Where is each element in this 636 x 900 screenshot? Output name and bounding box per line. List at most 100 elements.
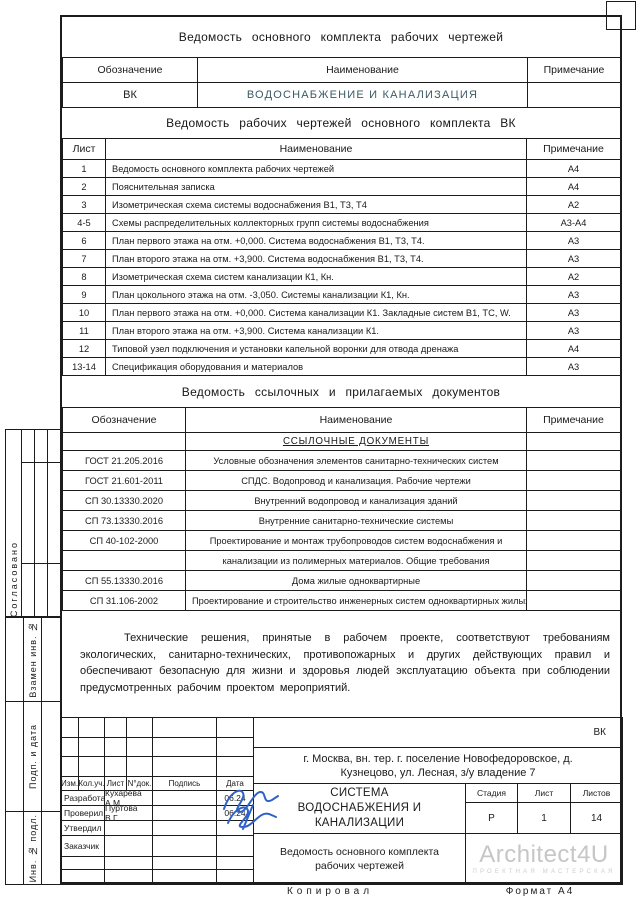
cell-note: А4 xyxy=(526,159,621,178)
stamp-cell-empty xyxy=(60,856,105,870)
stamp-stage-label: Стадия xyxy=(465,783,518,803)
cell-name: Типовой узел подключения и установки кап… xyxy=(105,339,527,358)
cell-sheet: 13-14 xyxy=(62,357,106,376)
stamp-name-proveril: Пуртова В.Г. xyxy=(104,805,153,821)
stamp-revision-cell xyxy=(104,756,127,777)
col-designation: Обозначение xyxy=(62,57,198,83)
stamp-date-razrabotal: 06.24 xyxy=(216,790,254,806)
stamp-date-proveril: 06.24 xyxy=(216,805,254,821)
soglasovano-block: Согласовано xyxy=(5,429,22,618)
cell-sheet: 9 xyxy=(62,285,106,304)
stamp-set-code: ВК xyxy=(253,717,623,748)
kopiroval-label: Копировал xyxy=(286,886,374,897)
cell-note xyxy=(526,450,621,471)
soglasovano-label: Согласовано xyxy=(8,540,19,617)
soglasovano-divider xyxy=(21,563,61,564)
table-row: 10 План первого этажа на отм. +0,000. Сис… xyxy=(62,303,621,322)
drawings-list-title: Ведомость рабочих чертежей основного ком… xyxy=(166,116,516,130)
stamp-role-zakazchik: Заказчик xyxy=(60,835,105,857)
stamp-revision-cell xyxy=(152,756,217,777)
cell-name: Схемы распределительных коллекторных гру… xyxy=(105,213,527,232)
stamp-revision-cell xyxy=(216,737,254,757)
stamp-cell-empty xyxy=(216,856,254,870)
stamp-revision-cell xyxy=(104,717,127,738)
format-label: Формат А4 xyxy=(505,886,575,897)
ref-subheader: ССЫЛОЧНЫЕ ДОКУМЕНТЫ xyxy=(282,436,430,447)
cell-note: А4 xyxy=(526,339,621,358)
table-row: СП 30.13330.2020 Внутренний водопровод и … xyxy=(62,490,621,511)
vzamen-label-cell: Взамен инв. № xyxy=(23,616,42,702)
soglasovano-grid-col xyxy=(47,429,61,618)
cell-name: План второго этажа на отм. +3,900. Систе… xyxy=(105,249,527,268)
cell-name: Условные обозначения элементов санитарно… xyxy=(185,450,527,471)
stamp-revision-cell xyxy=(126,737,153,757)
stamp-col-podpis: Подпись xyxy=(152,776,217,791)
stamp-revision-cell xyxy=(126,756,153,777)
cell-name: Изометрическая схема системы водоснабжен… xyxy=(105,195,527,214)
stamp-revision-cell xyxy=(60,737,79,757)
soglasovano-divider xyxy=(21,462,61,463)
main-list-table: Обозначение Наименование Примечание ВК В… xyxy=(62,57,621,108)
table-header-row: Обозначение Наименование Примечание xyxy=(62,407,621,433)
stamp-cell-empty xyxy=(104,835,153,857)
main-list-title: Ведомость основного комплекта рабочих че… xyxy=(178,30,504,44)
table-row: 7 План второго этажа на отм. +3,900. Сист… xyxy=(62,249,621,268)
podp-label-cell: Подп. и дата xyxy=(23,701,42,812)
cell-note xyxy=(526,530,621,551)
inv-podl-label: Инв. № подл. xyxy=(27,813,38,883)
ref-list-table: Обозначение Наименование Примечание ССЫЛ… xyxy=(62,407,621,611)
stamp-revision-cell xyxy=(152,737,217,757)
cell-name: План первого этажа на отм. +0,000. Систе… xyxy=(105,303,527,322)
stamp-cell-empty xyxy=(216,869,254,885)
stamp-col-ndok: N°док. xyxy=(126,776,153,791)
table-subheader-row: ССЫЛОЧНЫЕ ДОКУМЕНТЫ xyxy=(62,432,621,451)
col-note: Примечание xyxy=(526,407,621,433)
cell-designation xyxy=(62,550,186,571)
stamp-cell-empty xyxy=(152,835,217,857)
cell-note: А3 xyxy=(526,357,621,376)
cell-designation: СП 31.106-2002 xyxy=(62,590,186,611)
doc-title-line1: Ведомость основного комплекта xyxy=(279,846,440,858)
cell-name: План первого этажа на отм. +0,000. Систе… xyxy=(105,231,527,250)
col-designation: Обозначение xyxy=(62,407,186,433)
technical-note: Технические решения, принятые в рабочем … xyxy=(80,632,610,694)
stamp-cell-empty xyxy=(104,820,153,836)
set-note xyxy=(527,82,621,108)
table-row: 8 Изометрическая схема систем канализации… xyxy=(62,267,621,286)
cell-name: Внутренний водопровод и канализация здан… xyxy=(185,490,527,511)
cell-note: А3 xyxy=(526,231,621,250)
address-line2: Кузнецово, ул. Лесная, з/у владение 7 xyxy=(340,766,536,779)
table-row: 9 План цокольного этажа на отм. -3,050. С… xyxy=(62,285,621,304)
cell-designation: ГОСТ 21.601-2011 xyxy=(62,470,186,491)
stamp-sheet-label: Лист xyxy=(517,783,571,803)
table-row: ГОСТ 21.205.2016 Условные обозначения эле… xyxy=(62,450,621,471)
cell-sheet: 11 xyxy=(62,321,106,340)
table-row: СП 31.106-2002 Проектирование и строитель… xyxy=(62,590,621,611)
cell-name: СПДС. Водопровод и канализация. Рабочие … xyxy=(185,470,527,491)
cell-name: Спецификация оборудования и материалов xyxy=(105,357,527,376)
cell-sheet: 2 xyxy=(62,177,106,196)
stamp-cell-empty xyxy=(60,869,105,885)
cell-sheet: 10 xyxy=(62,303,106,322)
cell-name: Проектирование и монтаж трубопроводов си… xyxy=(185,530,527,551)
stamp-revision-cell xyxy=(216,717,254,738)
ref-list-title: Ведомость ссылочных и прилагаемых докуме… xyxy=(181,384,501,399)
cell-name: Внутренние санитарно-технические системы xyxy=(185,510,527,531)
table-row: 12 Типовой узел подключения и установки к… xyxy=(62,339,621,358)
stamp-col-koluch: Кол.уч. xyxy=(78,776,105,791)
logo-text: Architect4U xyxy=(479,841,609,868)
cell-note: А2 xyxy=(526,267,621,286)
table-row: 6 План первого этажа на отм. +0,000. Сист… xyxy=(62,231,621,250)
sheet-content: Ведомость основного комплекта рабочих че… xyxy=(62,17,621,611)
cell-empty xyxy=(62,432,186,451)
table-row: канализации из полимерных материалов. Об… xyxy=(62,550,621,571)
stamp-signature-cell xyxy=(152,790,217,806)
podp-data-label: Подп. и дата xyxy=(27,723,38,789)
table-row: 13-14 Спецификация оборудования и материа… xyxy=(62,357,621,376)
stamp-col-list: Лист xyxy=(104,776,127,791)
cell-sheet: 7 xyxy=(62,249,106,268)
table-header-row: Обозначение Наименование Примечание xyxy=(62,57,621,83)
stamp-address: г. Москва, вн. тер. г. поселение Новофед… xyxy=(253,747,623,784)
stamp-role-utverdil: Утвердил xyxy=(60,820,105,836)
cell-note xyxy=(526,570,621,591)
